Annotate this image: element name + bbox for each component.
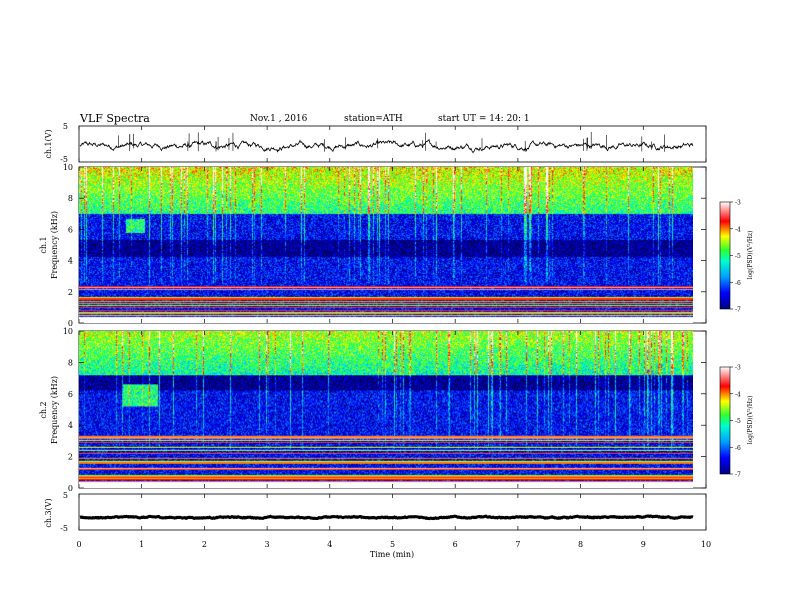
start-time-label: start UT = 14: 20: 1 <box>438 114 530 124</box>
ch2-yticks: 0 2 4 6 8 10 <box>63 327 706 493</box>
ch1-panel-label: ch.1 <box>39 236 48 253</box>
ch3-ytick-top: 5 <box>63 491 68 500</box>
ytick-label: 4 <box>68 421 73 430</box>
ch3-ytick-bottom: -5 <box>60 524 68 533</box>
ch2-colorbar-label: log(PSD)(V²/Hz) <box>747 396 754 445</box>
ch3-waveform-panel: 5 -5 ch.3(V) 0 1 2 3 4 5 6 7 8 9 10 Time (min) <box>44 126 711 559</box>
xtick-label: 5 <box>390 540 395 549</box>
ytick-label: 6 <box>68 390 73 399</box>
xtick-label: 10 <box>701 540 711 549</box>
ch3-ylabel: ch.3(V) <box>44 498 53 527</box>
ch1-ytick-top: 5 <box>63 122 68 131</box>
colorbar-tick-label: -6 <box>735 445 741 452</box>
ytick-label: 10 <box>63 163 73 172</box>
date-label: Nov.1 , 2016 <box>250 114 308 124</box>
station-label: station=ATH <box>344 114 403 124</box>
ch2-freq-ylabel: Frequency (kHz) <box>50 376 59 444</box>
ytick-label: 8 <box>68 194 73 203</box>
time-xlabel: Time (min) <box>370 550 414 559</box>
ch1-spectrogram-image <box>79 167 693 323</box>
ch2-colorbar <box>719 366 731 475</box>
ch1-colorbar-ticks: -3 -4 -5 -6 -7 <box>730 200 741 314</box>
colorbar-tick-label: -6 <box>735 280 741 287</box>
ytick-label: 8 <box>68 358 73 367</box>
colorbar-tick-label: -4 <box>735 226 741 233</box>
colorbar-tick-label: -4 <box>735 391 741 398</box>
xtick-label: 2 <box>202 540 207 549</box>
ytick-label: 0 <box>68 484 73 493</box>
colorbar-tick-label: -7 <box>735 472 741 479</box>
ch1-ylabel: ch.1(V) <box>44 129 53 158</box>
time-xticks: 0 1 2 3 4 5 6 7 8 9 10 <box>76 126 711 549</box>
ytick-label: 4 <box>68 257 73 266</box>
ch3-waveform-line <box>79 514 694 521</box>
ch1-ytick-bottom: -5 <box>60 155 68 164</box>
xtick-label: 8 <box>578 540 583 549</box>
xtick-label: 4 <box>327 540 332 549</box>
ch2-colorbar-ticks: -3 -4 -5 -6 -7 <box>730 365 741 479</box>
ch1-yticks: 0 2 4 6 8 10 <box>63 163 706 328</box>
ytick-label: 2 <box>68 288 73 297</box>
xtick-label: 7 <box>515 540 520 549</box>
ch2-spectrogram-image <box>79 331 693 488</box>
colorbar-tick-label: -7 <box>735 307 741 314</box>
ch1-freq-ylabel: Frequency (kHz) <box>50 211 59 279</box>
ch3-waveform-frame <box>78 493 707 531</box>
ytick-label: 10 <box>63 327 73 336</box>
ch1-colorbar <box>719 201 731 310</box>
ytick-label: 0 <box>68 319 73 328</box>
ch1-waveform-line <box>79 138 694 154</box>
xtick-label: 3 <box>265 540 270 549</box>
chart-title: VLF Spectra <box>80 112 150 125</box>
ytick-label: 6 <box>68 225 73 234</box>
colorbar-tick-label: -3 <box>735 200 741 207</box>
xtick-label: 1 <box>139 540 144 549</box>
ch2-panel-label: ch.2 <box>39 401 48 418</box>
colorbar-tick-label: -3 <box>735 365 741 372</box>
ytick-label: 2 <box>68 453 73 462</box>
ch1-colorbar-label: log(PSD)(V²/Hz) <box>747 231 754 280</box>
colorbar-tick-label: -5 <box>735 253 741 260</box>
xtick-label: 9 <box>641 540 646 549</box>
xtick-label: 0 <box>76 540 81 549</box>
xtick-label: 6 <box>453 540 458 549</box>
ch1-waveform-frame <box>78 125 707 163</box>
ch1-waveform-panel: 5 -5 ch.1(V) <box>44 122 707 164</box>
colorbar-tick-label: -5 <box>735 418 741 425</box>
